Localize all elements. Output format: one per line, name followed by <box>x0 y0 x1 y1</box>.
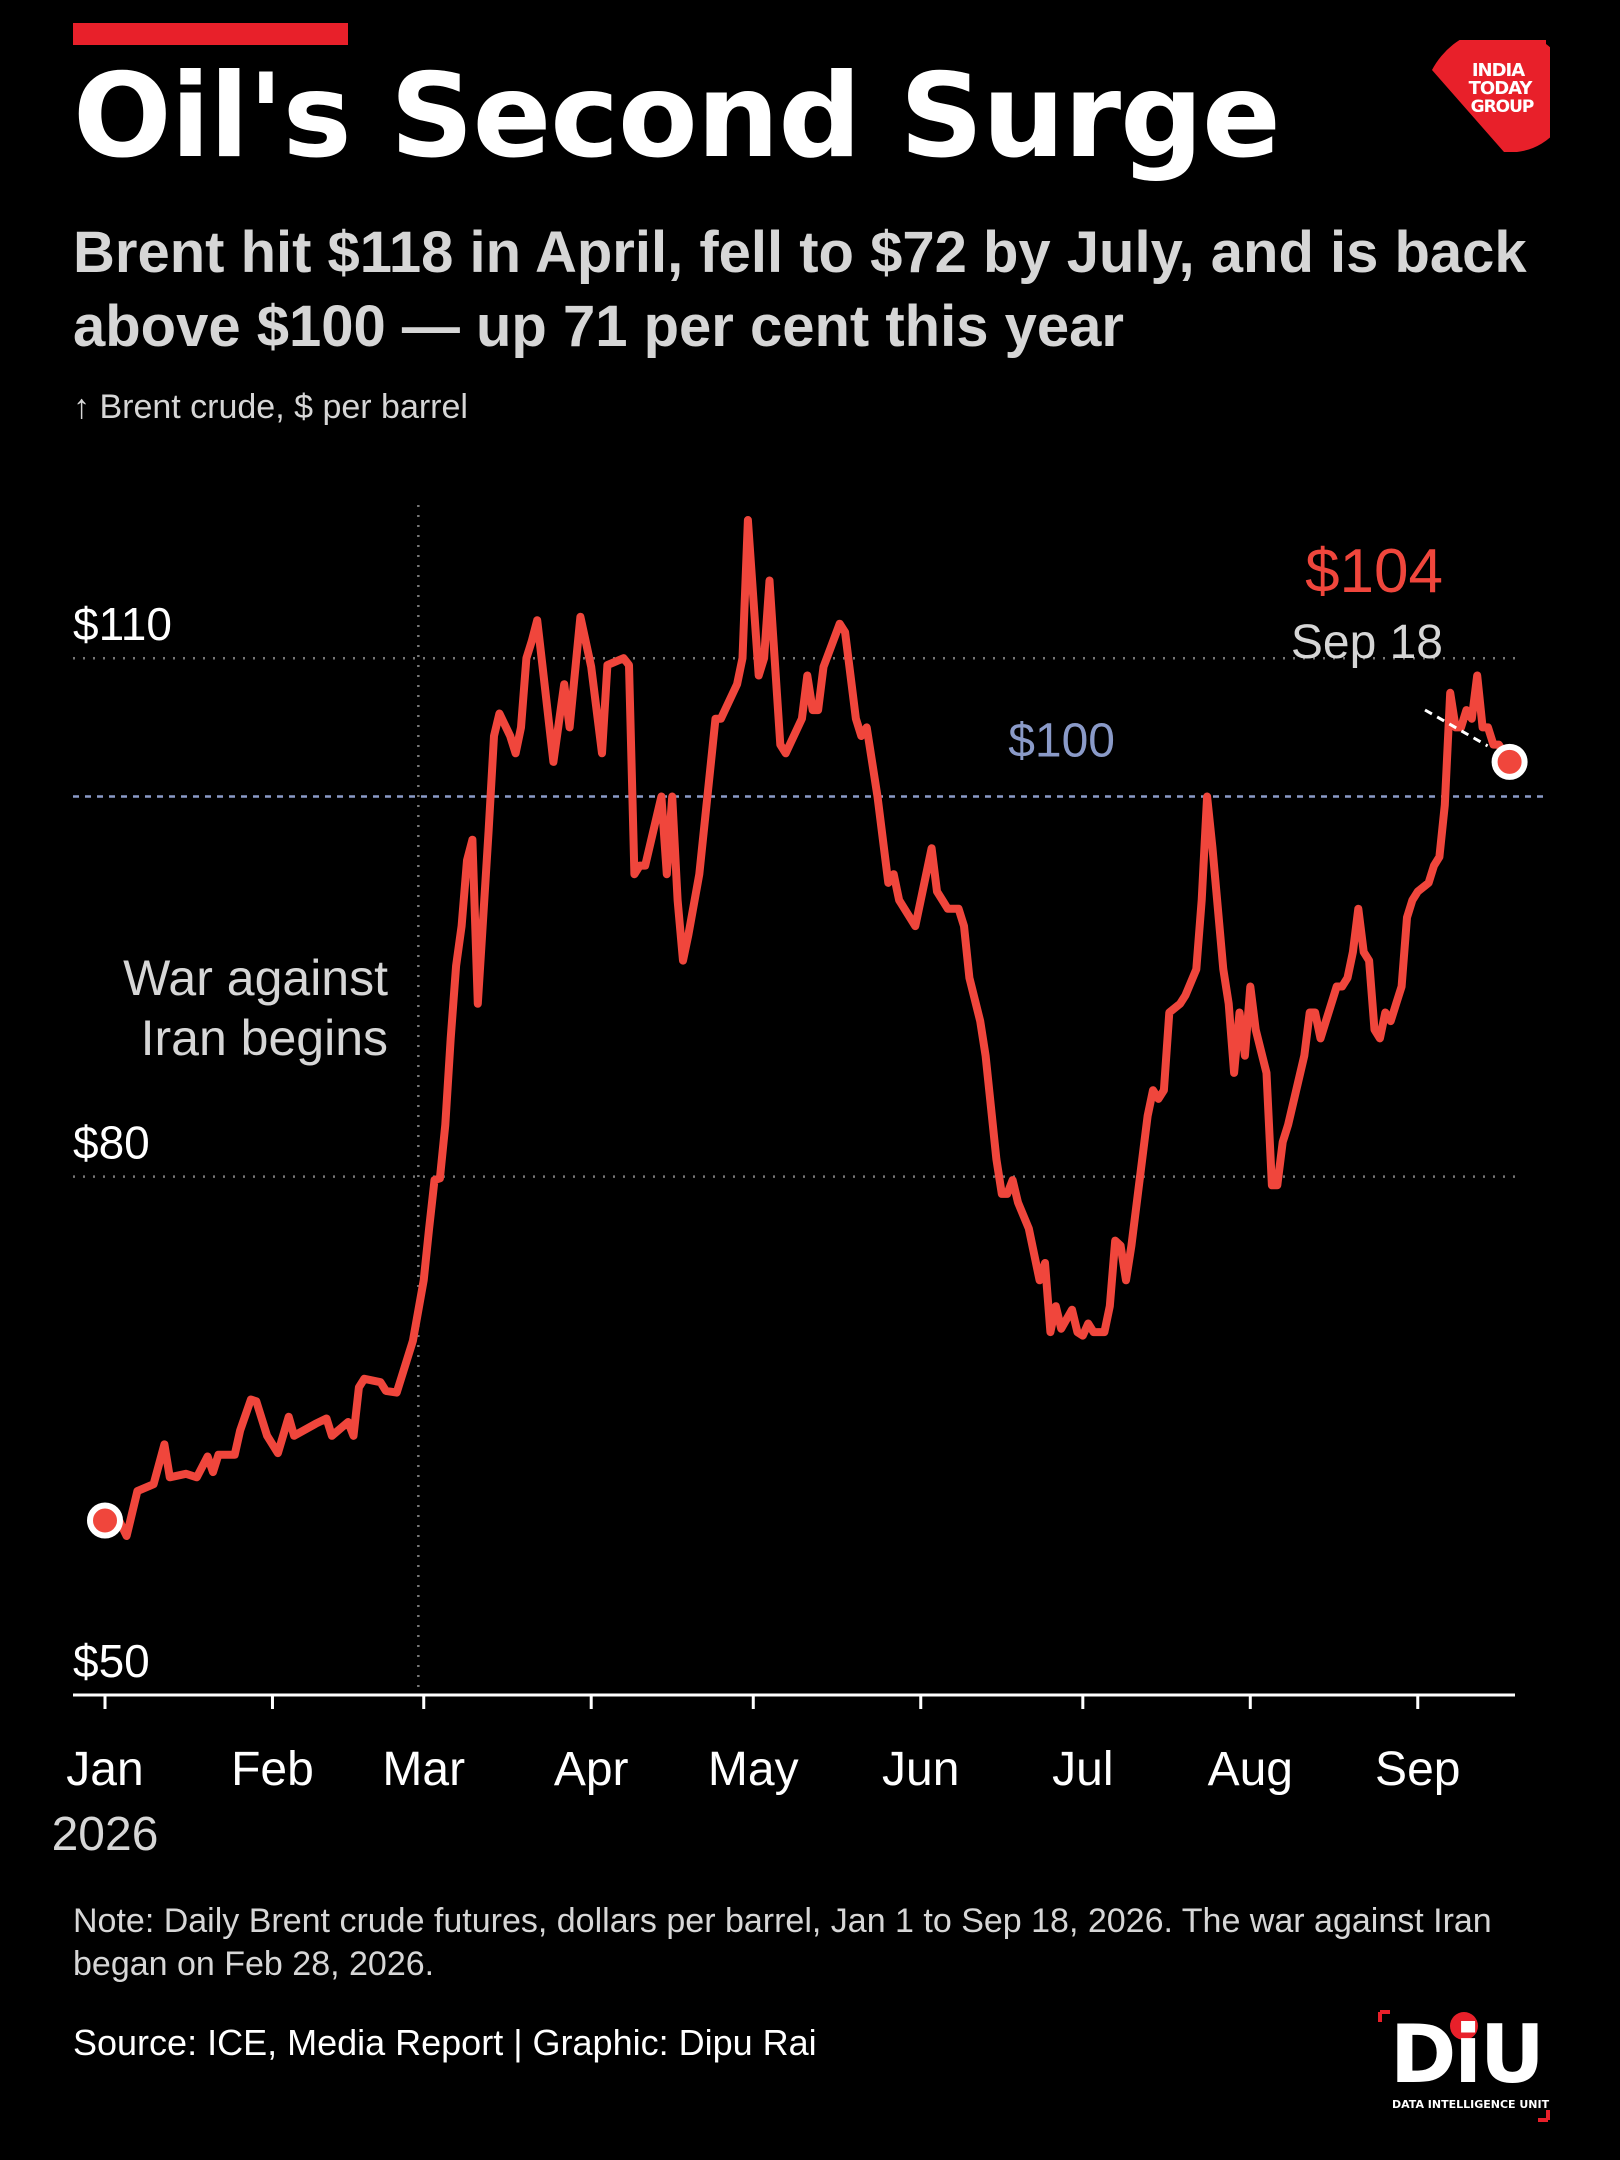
footnote: Note: Daily Brent crude futures, dollars… <box>73 1902 1492 1983</box>
x-tick-label: Jul <box>1052 1743 1113 1796</box>
chart-title: Oil's Second Surge <box>73 49 1281 184</box>
event-label: War against <box>123 950 388 1006</box>
diu-logo-text: DiU <box>1390 2008 1545 2101</box>
end-point-marker <box>1491 743 1528 780</box>
title-accent-bar <box>73 23 348 45</box>
x-tick-label: Jan <box>66 1743 143 1796</box>
x-tick-labels: Jan 2026 Feb Mar Apr May Jun Jul Aug Sep <box>52 1743 1461 1861</box>
reference-lines <box>73 505 1548 1695</box>
diu-logo-frame <box>1378 2010 1550 2122</box>
y-tick-label: $80 <box>73 1117 150 1169</box>
end-value-label: $104 <box>1305 537 1443 606</box>
x-tick-year-label: 2026 <box>52 1808 159 1861</box>
end-date-label: Sep 18 <box>1291 616 1443 669</box>
series-line-brent <box>101 516 1514 1540</box>
x-axis <box>73 1693 1515 1709</box>
india-today-logo: INDIA TODAY GROUP <box>1432 40 1550 152</box>
y-unit-label: ↑ Brent crude, $ per barrel <box>73 388 468 426</box>
series-line-layer <box>101 516 1514 1540</box>
x-tick-label: Apr <box>554 1743 629 1796</box>
brent-line-chart: $50 $80 $110 Jan 2026 Feb Mar Apr May Jun Jul Aug S… <box>52 505 1548 1861</box>
event-label: Iran begins <box>141 1010 388 1066</box>
y-tick-label: $50 <box>73 1635 150 1687</box>
reference-line-label: $100 <box>1008 714 1115 767</box>
diu-logo-subtext: DATA INTELLIGENCE UNIT <box>1392 2098 1550 2111</box>
x-tick-label: Mar <box>382 1743 465 1796</box>
start-point-marker <box>87 1502 123 1539</box>
diu-logo: DiU DATA INTELLIGENCE UNIT <box>1378 2010 1550 2122</box>
x-tick-label: Sep <box>1375 1743 1460 1796</box>
logo-line-3: GROUP <box>1471 97 1534 117</box>
end-annotation-leader <box>1424 708 1489 748</box>
logo-line-2: TODAY <box>1469 78 1534 99</box>
source-credit: Source: ICE, Media Report | Graphic: Dip… <box>73 2022 817 2063</box>
x-tick-label: Feb <box>231 1743 314 1796</box>
y-tick-label: $110 <box>73 598 172 650</box>
x-tick-label: Jun <box>882 1743 959 1796</box>
chart-subtitle: Brent hit $118 in April, fell to $72 by … <box>73 220 1527 359</box>
x-tick-label: May <box>708 1743 799 1796</box>
y-tick-labels: $50 $80 $110 <box>73 598 172 1687</box>
logo-line-1: INDIA <box>1472 60 1525 81</box>
x-tick-label: Aug <box>1208 1743 1293 1796</box>
